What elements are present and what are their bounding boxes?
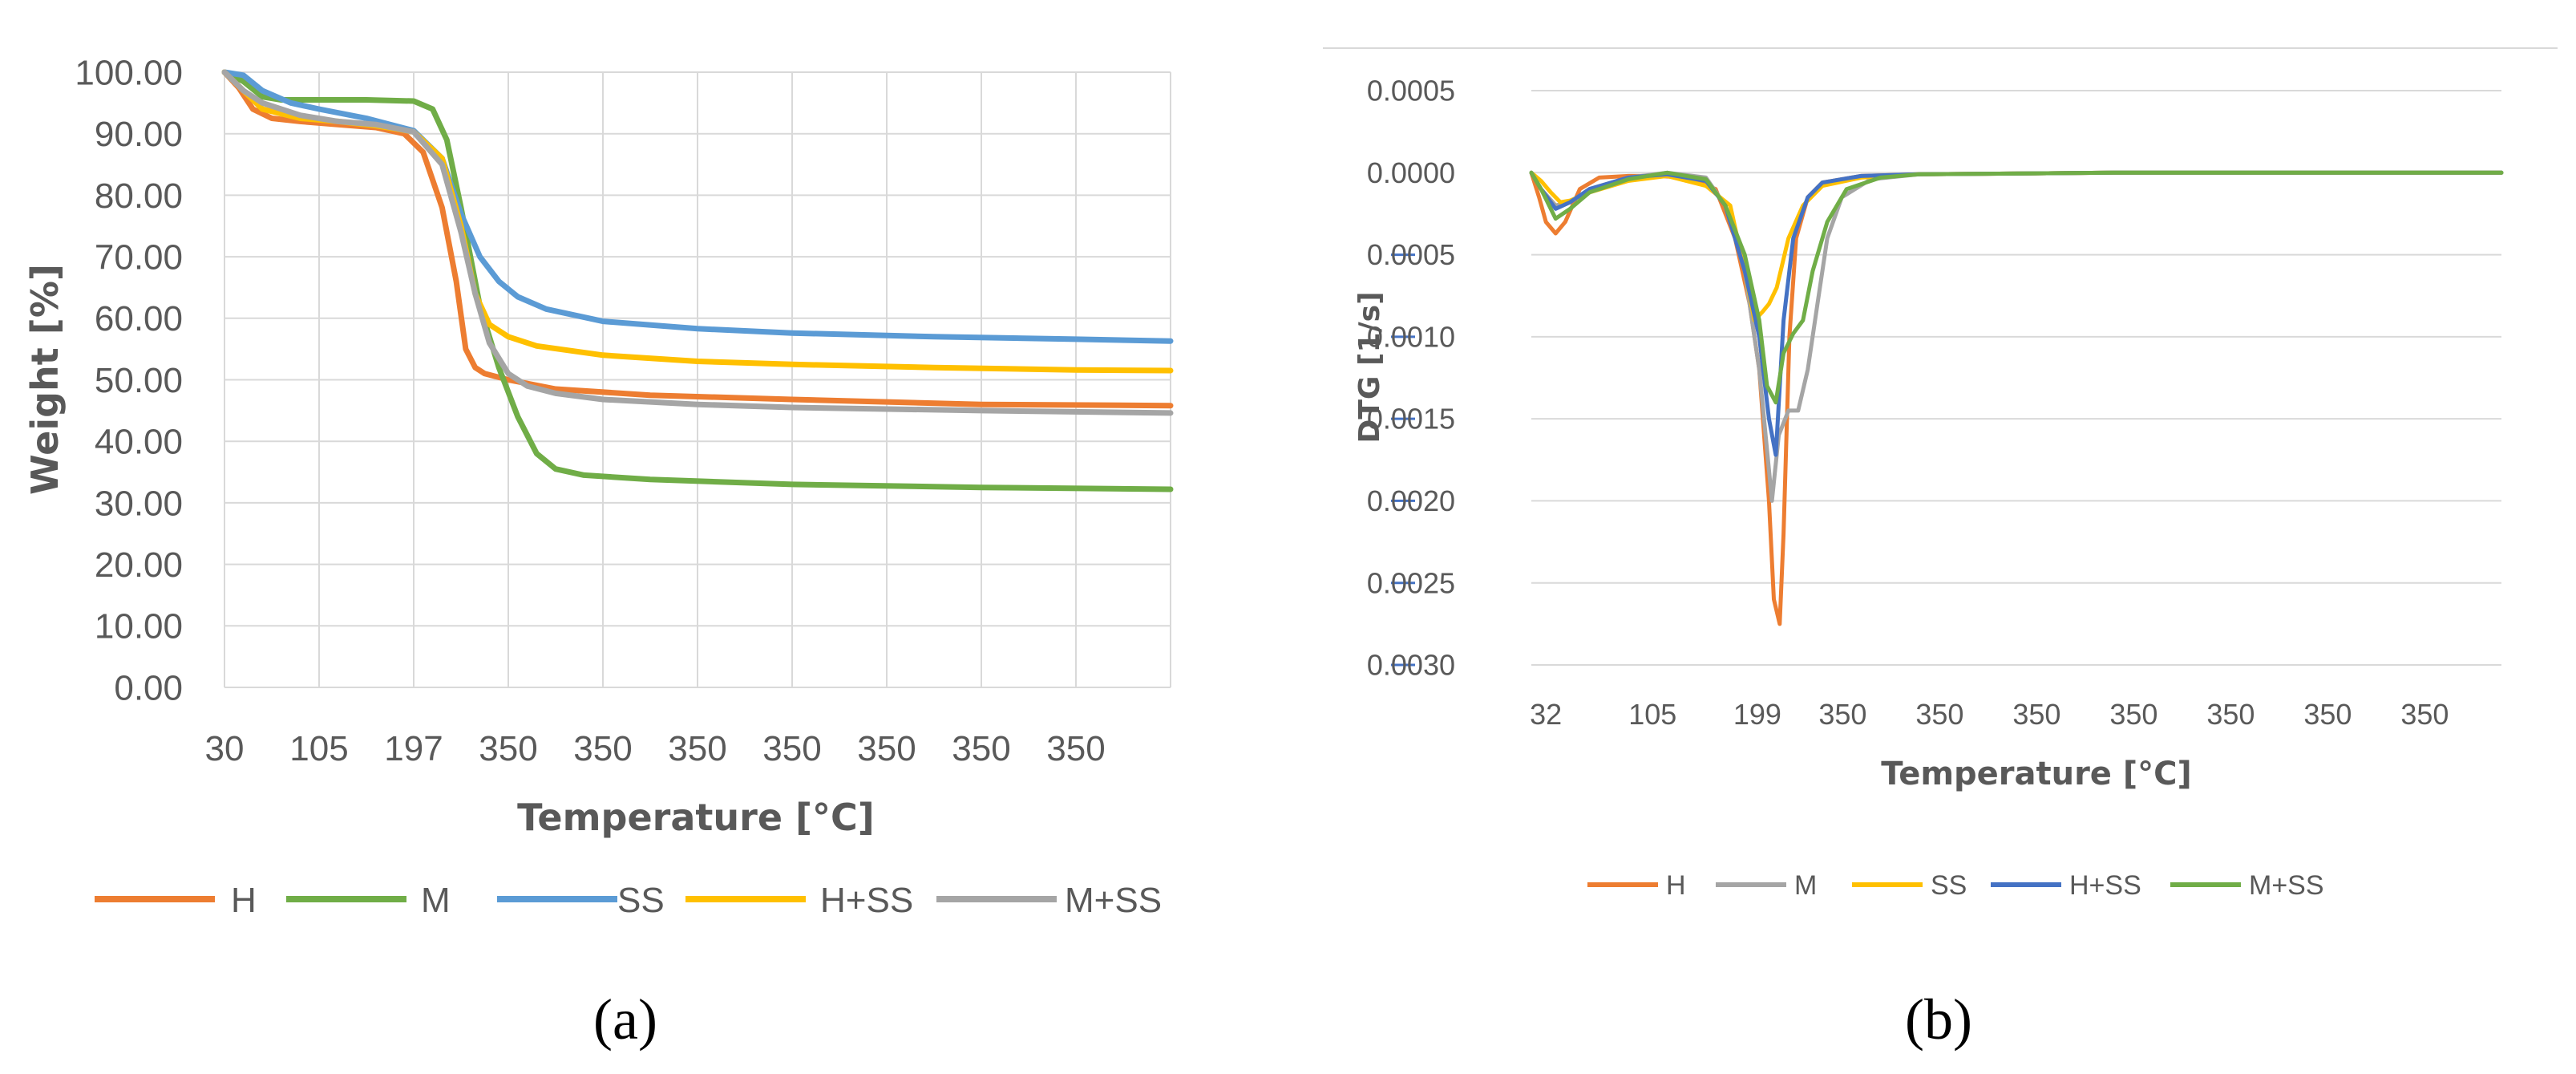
x-tick-label: 350 [479,729,537,768]
legend-label: SS [1931,870,1967,901]
series-line-h [221,69,1174,409]
y-tick-label: 0.0010 [1367,320,1455,353]
y-tick-label: 70.00 [95,238,183,278]
x-tick-label: 350 [762,729,821,768]
x-axis-title: Temperature [°C] [1881,756,2192,792]
y-tick-label: 10.00 [95,607,183,646]
legend-label: M [421,881,451,920]
panel-label-b: (b) [1905,987,1972,1052]
legend-label: M+SS [2249,870,2324,901]
x-tick-label: 30 [205,729,245,768]
legend-label: M [1794,870,1817,901]
x-tick-label: 350 [2303,698,2352,731]
legend-label: H [231,881,257,920]
series-line-ss [221,69,1174,344]
series-line-h [1529,170,2504,626]
legend-label: M+SS [1065,881,1162,920]
x-tick-label: 350 [1818,698,1866,731]
x-tick-label: 350 [2206,698,2255,731]
x-tick-label: 105 [1628,698,1676,731]
y-tick-label: 0.0000 [1367,156,1455,189]
chart-panel-a: 0.00 10.00 20.00 30.00 40.00 50.00 60.00 70.00 8… [23,53,1174,920]
legend-label: H [1666,870,1686,901]
y-axis-title: Weight [%] [23,264,67,495]
y-tick-label: 100.00 [75,53,183,92]
x-tick-label: 350 [1046,729,1105,768]
series-line-m-plus-ss [221,69,1174,416]
legend-label: H+SS [820,881,913,920]
x-axis-title: Temperature [°C] [517,796,875,839]
x-tick-label: 197 [384,729,443,768]
y-tick-label: 90.00 [95,115,183,154]
y-tick-label: 0.00 [114,668,183,707]
series-line-ss [1529,170,2504,322]
y-tick-label: 60.00 [95,299,183,338]
y-tick-label: 20.00 [95,545,183,585]
legend-label: H+SS [2069,870,2141,901]
y-axis-title: DTG [1/s] [1353,291,1386,443]
x-tick-label: 32 [1530,698,1562,731]
x-tick-label: 350 [857,729,916,768]
x-tick-label: 105 [289,729,348,768]
y-tick-label: 0.0015 [1367,403,1455,436]
legend-label: SS [617,881,665,920]
x-tick-label: 350 [1915,698,1963,731]
series-line-m-plus-ss [1529,170,2504,405]
y-tick-label: 0.0005 [1367,238,1455,271]
y-tick-label: 0.0025 [1367,566,1455,599]
x-tick-label: 350 [952,729,1010,768]
x-tick-label: 350 [2012,698,2060,731]
x-tick-label: 350 [2400,698,2449,731]
y-tick-label: 30.00 [95,484,183,523]
chart-panel-b: 0.0005 0.0000 0.0005 0.0010 0.0015 0.0020 0.00… [1353,75,2504,901]
x-tick-label: 350 [668,729,726,768]
y-tick-label: 50.00 [95,361,183,400]
y-tick-label: 80.00 [95,176,183,216]
series-line-h-plus-ss [1529,170,2504,457]
x-tick-label: 350 [2109,698,2157,731]
panel-label-a: (a) [593,987,657,1052]
x-tick-label: 350 [573,729,632,768]
y-tick-label: 40.00 [95,423,183,462]
x-tick-label: 199 [1733,698,1781,731]
y-tick-label: 0.0020 [1367,484,1455,517]
y-tick-label: 0.0030 [1367,649,1455,682]
y-tick-label: 0.0005 [1367,75,1455,107]
